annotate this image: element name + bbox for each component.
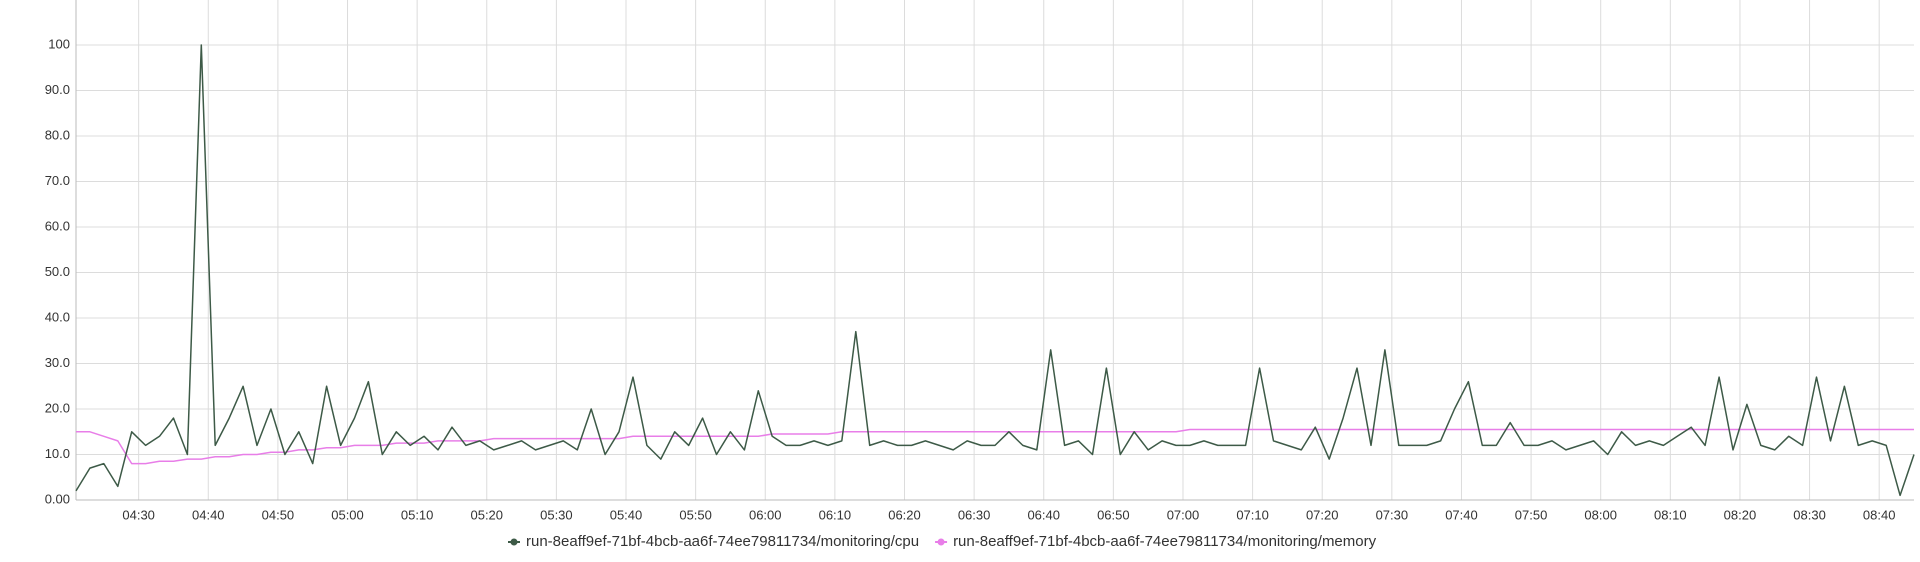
y-tick-label: 60.0: [45, 218, 70, 233]
y-tick-label: 70.0: [45, 173, 70, 188]
x-tick-label: 05:20: [470, 507, 503, 522]
legend-dot: [510, 538, 518, 546]
x-tick-label: 05:40: [610, 507, 643, 522]
y-tick-label: 100: [48, 36, 70, 51]
x-tick-label: 08:30: [1793, 507, 1826, 522]
x-tick-label: 08:10: [1654, 507, 1687, 522]
legend-label: run-8eaff9ef-71bf-4bcb-aa6f-74ee79811734…: [526, 533, 919, 550]
y-tick-label: 40.0: [45, 309, 70, 324]
x-tick-label: 05:00: [331, 507, 364, 522]
y-tick-label: 80.0: [45, 127, 70, 142]
x-tick-label: 06:50: [1097, 507, 1130, 522]
x-tick-label: 07:50: [1515, 507, 1548, 522]
x-tick-label: 06:40: [1027, 507, 1060, 522]
x-tick-label: 04:50: [262, 507, 295, 522]
series-line: [75, 44, 1915, 497]
y-tick-label: 20.0: [45, 400, 70, 415]
x-tick-label: 07:40: [1445, 507, 1478, 522]
series-line: [76, 428, 1914, 465]
x-tick-label: 07:00: [1167, 507, 1200, 522]
x-tick-label: 07:10: [1236, 507, 1269, 522]
y-tick-label: 90.0: [45, 82, 70, 97]
x-tick-label: 06:10: [819, 507, 852, 522]
legend: run-8eaff9ef-71bf-4bcb-aa6f-74ee79811734…: [508, 533, 1377, 550]
x-tick-label: 04:30: [122, 507, 155, 522]
x-tick-label: 04:40: [192, 507, 225, 522]
x-tick-label: 07:30: [1376, 507, 1409, 522]
y-tick-label: 30.0: [45, 355, 70, 370]
x-tick-label: 07:20: [1306, 507, 1339, 522]
x-tick-label: 05:10: [401, 507, 434, 522]
legend-label: run-8eaff9ef-71bf-4bcb-aa6f-74ee79811734…: [953, 533, 1377, 550]
x-tick-label: 06:20: [888, 507, 921, 522]
x-tick-label: 05:30: [540, 507, 573, 522]
x-tick-label: 05:50: [679, 507, 712, 522]
y-tick-label: 10.0: [45, 446, 70, 461]
x-tick-label: 08:00: [1584, 507, 1617, 522]
x-tick-label: 06:30: [958, 507, 991, 522]
x-tick-label: 06:00: [749, 507, 782, 522]
x-tick-label: 08:40: [1863, 507, 1896, 522]
y-tick-label: 50.0: [45, 264, 70, 279]
legend-dot: [937, 538, 945, 546]
y-tick-label: 0.00: [45, 491, 70, 506]
x-tick-label: 08:20: [1724, 507, 1757, 522]
